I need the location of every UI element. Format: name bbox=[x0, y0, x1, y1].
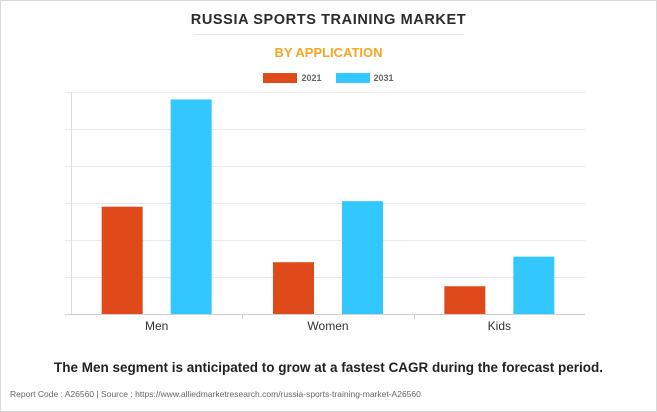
bar-women-2031 bbox=[342, 201, 383, 314]
legend-swatch-2021 bbox=[263, 73, 298, 83]
bar-kids-2021 bbox=[444, 286, 486, 314]
x-tick-label-women: Women bbox=[307, 319, 348, 333]
x-tick-label-men: Men bbox=[145, 319, 168, 333]
chart-title: RUSSIA SPORTS TRAINING MARKET bbox=[190, 12, 467, 28]
legend-label-2021: 2021 bbox=[301, 73, 322, 83]
x-tick-label-kids: Kids bbox=[488, 319, 511, 333]
chart-subtitle: BY APPLICATION bbox=[274, 45, 383, 60]
chart-legend: 2021 2031 bbox=[0, 73, 657, 83]
insight-text: The Men segment is anticipated to grow a… bbox=[53, 360, 604, 375]
title-divider bbox=[194, 34, 464, 35]
legend-item-2031: 2031 bbox=[335, 73, 394, 83]
bar-men-2031 bbox=[170, 99, 212, 315]
legend-label-2031: 2031 bbox=[373, 73, 394, 83]
legend-swatch-2031 bbox=[335, 73, 370, 83]
bar-women-2021 bbox=[273, 262, 314, 314]
legend-item-2021: 2021 bbox=[263, 73, 322, 83]
bar-men-2021 bbox=[101, 206, 143, 314]
source-text: Report Code : A26560 | Source : https://… bbox=[10, 389, 421, 399]
bar-kids-2031 bbox=[513, 256, 555, 314]
